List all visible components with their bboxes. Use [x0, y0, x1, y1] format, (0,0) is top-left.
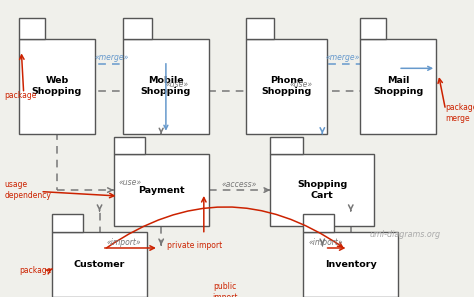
Text: «merge»: «merge» [325, 53, 360, 62]
Bar [19, 39, 95, 134]
Text: «use»: «use» [290, 80, 313, 89]
Bar [360, 39, 436, 134]
Bar [114, 154, 209, 226]
Bar [303, 232, 398, 297]
Text: Web
Shopping: Web Shopping [32, 76, 82, 96]
Text: uml-diagrams.org: uml-diagrams.org [370, 230, 441, 239]
Bar [246, 18, 274, 39]
Text: public
import: public import [212, 282, 238, 297]
Text: «merge»: «merge» [94, 53, 128, 62]
Text: private import: private import [167, 241, 222, 249]
Text: usage
dependency: usage dependency [5, 180, 52, 200]
Text: «access»: «access» [222, 180, 257, 189]
Bar [270, 154, 374, 226]
Bar [123, 39, 209, 134]
Text: Shopping
Cart: Shopping Cart [297, 180, 347, 200]
Text: Mobile
Shopping: Mobile Shopping [141, 76, 191, 96]
Text: «use»: «use» [118, 178, 142, 187]
Bar [114, 137, 145, 154]
Text: package: package [5, 91, 37, 99]
Text: «import»: «import» [309, 238, 344, 247]
Text: package
merge: package merge [446, 103, 474, 123]
Bar [123, 18, 152, 39]
Text: Payment: Payment [138, 186, 184, 195]
Text: Mail
Shopping: Mail Shopping [373, 76, 423, 96]
Text: Phone
Shopping: Phone Shopping [262, 76, 312, 96]
Bar [270, 137, 303, 154]
Text: «import»: «import» [107, 238, 141, 247]
Bar [19, 18, 45, 39]
Bar [303, 214, 334, 232]
Text: Customer: Customer [74, 260, 125, 269]
Bar [52, 214, 83, 232]
Bar [360, 18, 386, 39]
Text: Inventory: Inventory [325, 260, 377, 269]
Bar [52, 232, 147, 297]
Text: «use»: «use» [166, 80, 189, 89]
Bar [246, 39, 327, 134]
Text: package: package [19, 266, 51, 275]
